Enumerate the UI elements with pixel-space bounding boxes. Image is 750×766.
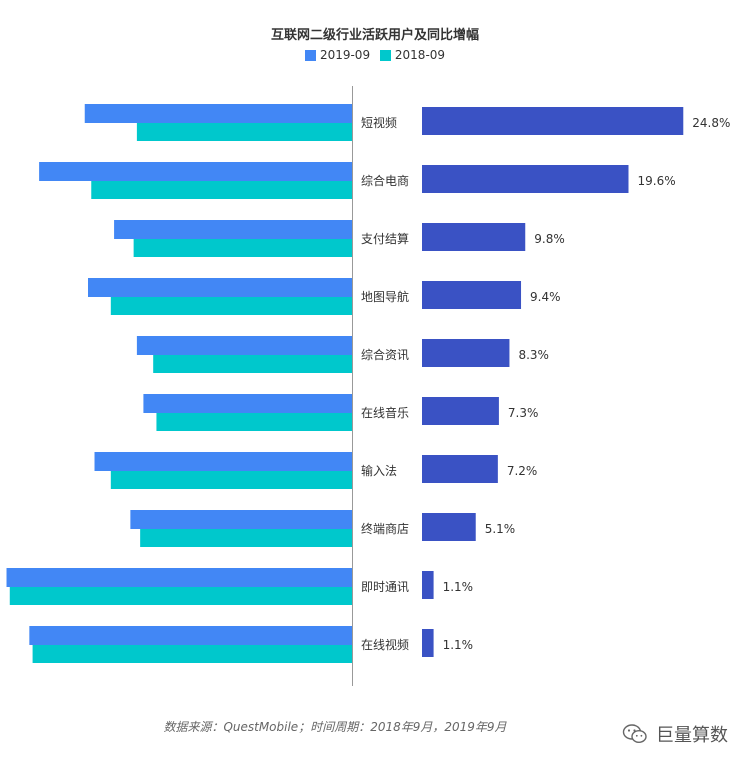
growth-bar-8 [422, 571, 434, 599]
growth-label-4: 8.3% [518, 348, 549, 362]
watermark: 巨量算数 [622, 721, 728, 747]
bar-2018-4 [153, 355, 352, 373]
growth-label-6: 7.2% [507, 464, 538, 478]
bar-2019-3 [88, 278, 352, 297]
bar-2019-6 [94, 452, 352, 471]
bar-2019-7 [130, 510, 352, 529]
bar-2018-5 [156, 413, 352, 431]
category-label-0: 短视频 [361, 115, 397, 130]
growth-label-5: 7.3% [508, 406, 539, 420]
bar-2019-0 [84, 104, 353, 123]
growth-label-2: 9.8% [534, 232, 565, 246]
bar-2019-5 [143, 394, 352, 413]
growth-bar-2 [422, 223, 526, 251]
watermark-text: 巨量算数 [656, 725, 728, 746]
growth-bar-7 [422, 513, 476, 541]
category-label-2: 支付结算 [361, 231, 409, 246]
bar-2018-8 [9, 587, 353, 605]
category-label-4: 综合资讯 [361, 347, 409, 362]
legend-item-2018[interactable]: 2018-09 [379, 48, 446, 62]
growth-bar-3 [422, 281, 522, 309]
growth-label-3: 9.4% [530, 290, 561, 304]
bar-2019-4 [136, 336, 352, 355]
bar-2018-6 [110, 471, 352, 489]
bar-2018-1 [91, 181, 352, 199]
growth-label-1: 19.6% [638, 174, 676, 188]
category-label-3: 地图导航 [361, 289, 409, 304]
category-label-7: 终端商店 [361, 521, 409, 536]
category-label-1: 综合电商 [361, 173, 409, 188]
growth-bar-5 [422, 397, 499, 425]
bar-2018-3 [110, 297, 352, 315]
legend-item-2019[interactable]: 2019-09 [304, 48, 371, 62]
bar-2018-7 [140, 529, 352, 547]
growth-label-9: 1.1% [443, 638, 474, 652]
growth-label-7: 5.1% [485, 522, 516, 536]
bar-2019-1 [39, 162, 352, 181]
legend-swatch-2018 [379, 49, 391, 61]
category-label-8: 即时通讯 [361, 580, 409, 594]
source-note: 数据来源：QuestMobile；时间周期：2018年9月，2019年9月 [163, 720, 507, 734]
bar-2018-9 [32, 645, 353, 663]
growth-bar-4 [422, 339, 510, 367]
category-label-6: 输入法 [361, 463, 397, 478]
chart-title: 互联网二级行业活跃用户及同比增幅 [270, 28, 479, 43]
bar-2019-8 [6, 568, 352, 587]
bar-2018-0 [136, 123, 352, 141]
growth-label-8: 1.1% [443, 580, 474, 594]
category-label-9: 在线视频 [361, 637, 409, 652]
legend-label-2019: 2019-09 [319, 48, 371, 62]
growth-label-0: 24.8% [692, 116, 730, 130]
bar-2019-2 [114, 220, 353, 239]
growth-bar-9 [422, 629, 434, 657]
bar-2018-2 [133, 239, 352, 257]
category-label-5: 在线音乐 [361, 405, 409, 420]
legend: 2019-09 2018-09 [0, 48, 750, 64]
growth-bar-6 [422, 455, 498, 483]
legend-label-2018: 2018-09 [394, 48, 446, 62]
growth-bar-0 [422, 107, 684, 135]
bar-2019-9 [29, 626, 352, 645]
growth-bar-1 [422, 165, 629, 193]
wechat-icon [622, 724, 647, 744]
legend-swatch-2019 [304, 49, 316, 61]
